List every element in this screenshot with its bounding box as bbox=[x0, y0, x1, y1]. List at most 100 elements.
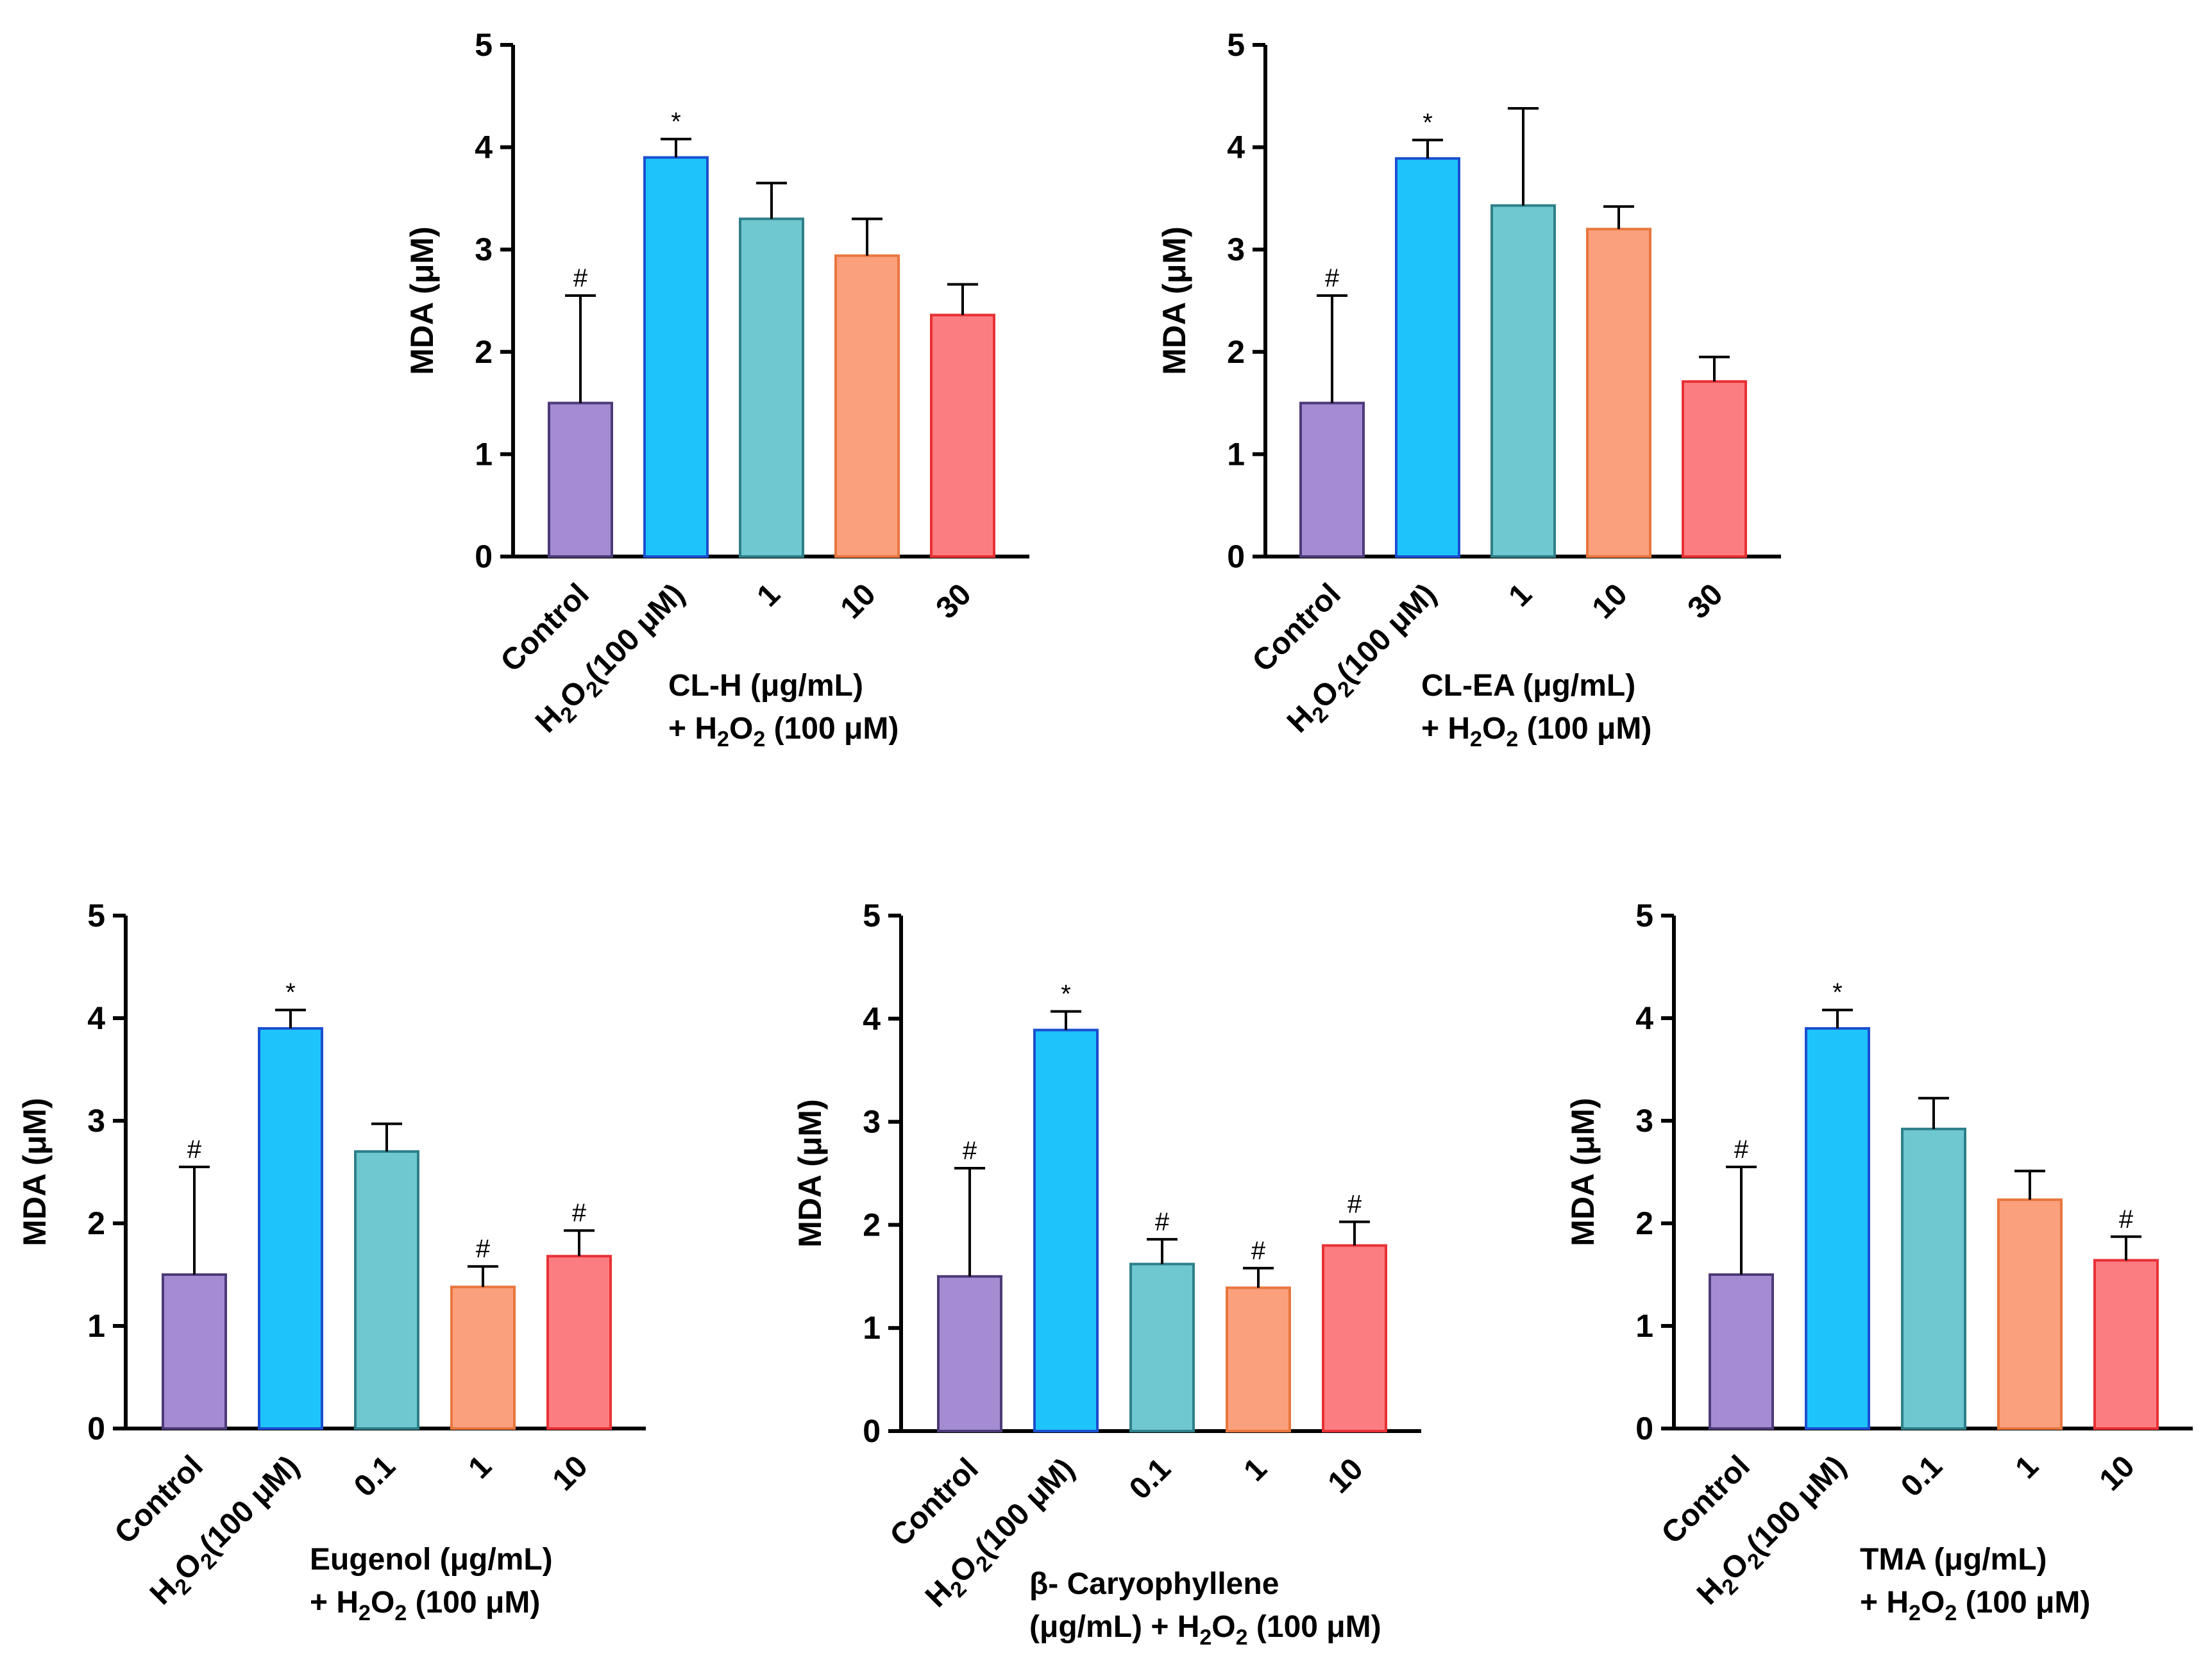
y-tick-label: 0 bbox=[1227, 539, 1245, 574]
bar-5 bbox=[1322, 1244, 1387, 1433]
bar-2 bbox=[258, 1027, 323, 1430]
significance-marker: # bbox=[1325, 264, 1340, 292]
x-tick-label: 30 bbox=[930, 577, 978, 625]
significance-marker: * bbox=[1061, 980, 1071, 1009]
significance-marker: # bbox=[2119, 1205, 2134, 1234]
y-tick-label: 3 bbox=[863, 1104, 881, 1140]
x-tick-label: 1 bbox=[750, 577, 786, 613]
x-tick-label: 1 bbox=[462, 1449, 498, 1485]
significance-marker: * bbox=[671, 108, 681, 136]
y-axis-title: MDA (μM) bbox=[17, 1098, 53, 1246]
x-tick-label: Control bbox=[884, 1452, 985, 1553]
x-tick-label: 10 bbox=[1322, 1452, 1370, 1500]
bar-1 bbox=[1709, 1273, 1774, 1430]
group-label-line-2: (μg/mL) + H2O2 (100 μM) bbox=[1029, 1610, 1381, 1650]
bar-4 bbox=[450, 1286, 516, 1430]
significance-marker: # bbox=[1251, 1237, 1266, 1265]
bar-2 bbox=[1395, 157, 1460, 558]
x-tick-label: Control bbox=[1655, 1449, 1757, 1550]
y-tick-label: 4 bbox=[87, 1000, 105, 1036]
y-axis-title: MDA (μM) bbox=[1156, 226, 1192, 374]
bar-3 bbox=[1901, 1127, 1966, 1430]
group-label-line-2: + H2O2 (100 μM) bbox=[1860, 1586, 2090, 1625]
y-tick-label: 4 bbox=[475, 130, 493, 165]
significance-marker: # bbox=[572, 1199, 587, 1227]
bar-3 bbox=[1129, 1262, 1195, 1433]
bar-1 bbox=[162, 1273, 227, 1430]
y-tick-label: 5 bbox=[87, 898, 105, 934]
significance-marker: * bbox=[1832, 978, 1843, 1007]
bar-4 bbox=[1586, 228, 1651, 558]
x-tick-label: Control bbox=[108, 1449, 210, 1550]
group-label-line-1: CL-H (μg/mL) bbox=[668, 669, 863, 703]
y-tick-label: 2 bbox=[1635, 1205, 1653, 1241]
bar-1 bbox=[1299, 401, 1365, 558]
x-tick-label: 0.1 bbox=[1895, 1449, 1949, 1504]
bar-2 bbox=[1805, 1027, 1870, 1430]
y-axis-title: MDA (μM) bbox=[1565, 1098, 1601, 1246]
group-label-line-2: + H2O2 (100 μM) bbox=[668, 712, 899, 751]
y-tick-label: 1 bbox=[87, 1308, 105, 1344]
y-tick-label: 0 bbox=[863, 1413, 881, 1449]
bar-5 bbox=[2093, 1259, 2159, 1430]
bar-5 bbox=[930, 314, 995, 558]
x-tick-label: 10 bbox=[546, 1449, 595, 1497]
x-tick-label: 30 bbox=[1682, 577, 1730, 625]
y-tick-label: 2 bbox=[1227, 334, 1245, 370]
x-tick-label: 1 bbox=[1237, 1452, 1273, 1487]
x-tick-label: 10 bbox=[1586, 577, 1634, 625]
significance-marker: # bbox=[573, 264, 588, 292]
x-tick-label: 1 bbox=[2009, 1449, 2045, 1485]
bar-4 bbox=[834, 254, 900, 558]
bar-1 bbox=[548, 401, 613, 558]
group-label-line-1: CL-EA (μg/mL) bbox=[1421, 669, 1635, 703]
y-tick-label: 1 bbox=[1635, 1308, 1653, 1344]
group-label-line-1: Eugenol (μg/mL) bbox=[310, 1543, 553, 1577]
significance-marker: # bbox=[963, 1137, 977, 1165]
bar-2 bbox=[643, 156, 709, 558]
bar-4 bbox=[1997, 1198, 2063, 1430]
y-tick-label: 3 bbox=[475, 231, 493, 267]
y-tick-label: 3 bbox=[1635, 1103, 1653, 1139]
y-tick-label: 1 bbox=[1227, 436, 1245, 472]
y-tick-label: 0 bbox=[475, 539, 493, 574]
significance-marker: * bbox=[285, 978, 296, 1007]
y-axis-title: MDA (μM) bbox=[404, 226, 440, 374]
bar-1 bbox=[937, 1275, 1002, 1433]
x-tick-label: 0.1 bbox=[1123, 1452, 1178, 1506]
y-tick-label: 3 bbox=[1227, 231, 1245, 267]
significance-marker: # bbox=[1347, 1191, 1362, 1219]
y-tick-label: 4 bbox=[863, 1001, 881, 1037]
bar-3 bbox=[739, 217, 804, 558]
y-tick-label: 1 bbox=[475, 436, 493, 472]
significance-marker: # bbox=[1155, 1208, 1170, 1236]
y-tick-label: 0 bbox=[87, 1411, 105, 1446]
bar-5 bbox=[546, 1255, 612, 1430]
x-tick-label: 10 bbox=[834, 577, 882, 625]
x-tick-label: 10 bbox=[2093, 1449, 2141, 1497]
group-label-line-1: TMA (μg/mL) bbox=[1860, 1543, 2047, 1577]
y-tick-label: 5 bbox=[1635, 898, 1653, 934]
bar-3 bbox=[1490, 204, 1556, 558]
y-tick-label: 5 bbox=[475, 27, 493, 63]
bar-5 bbox=[1682, 380, 1747, 558]
y-tick-label: 2 bbox=[87, 1205, 105, 1241]
y-tick-label: 4 bbox=[1227, 130, 1245, 165]
y-tick-label: 2 bbox=[863, 1207, 881, 1243]
significance-marker: * bbox=[1423, 108, 1433, 137]
y-axis-title: MDA (μM) bbox=[792, 1099, 828, 1247]
significance-marker: # bbox=[1734, 1135, 1749, 1164]
y-tick-label: 5 bbox=[863, 898, 881, 934]
group-label-line-2: + H2O2 (100 μM) bbox=[310, 1586, 540, 1625]
y-tick-label: 5 bbox=[1227, 27, 1245, 63]
significance-marker: # bbox=[187, 1135, 202, 1164]
x-tick-label: 1 bbox=[1502, 577, 1538, 613]
y-tick-label: 3 bbox=[87, 1103, 105, 1139]
y-tick-label: 1 bbox=[863, 1310, 881, 1346]
